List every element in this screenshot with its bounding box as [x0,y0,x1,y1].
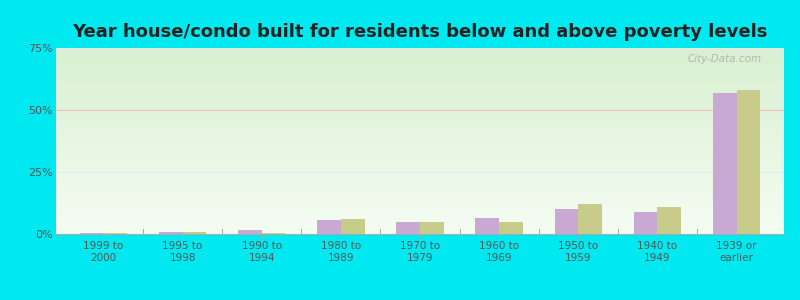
Bar [554,209,578,234]
Bar [159,232,182,234]
Bar [737,90,760,234]
Bar [238,230,262,234]
Bar [103,233,127,234]
Text: City-Data.com: City-Data.com [688,54,762,64]
Bar [658,207,681,234]
Bar [317,220,341,234]
Title: Year house/condo built for residents below and above poverty levels: Year house/condo built for residents bel… [72,23,768,41]
Bar [341,219,365,234]
Bar [420,222,444,234]
Bar [182,232,206,234]
Bar [634,212,658,234]
Bar [578,204,602,234]
Bar [713,93,737,234]
Bar [80,233,103,234]
Bar [396,222,420,234]
Bar [499,222,523,234]
Bar [262,233,286,234]
Bar [475,218,499,234]
